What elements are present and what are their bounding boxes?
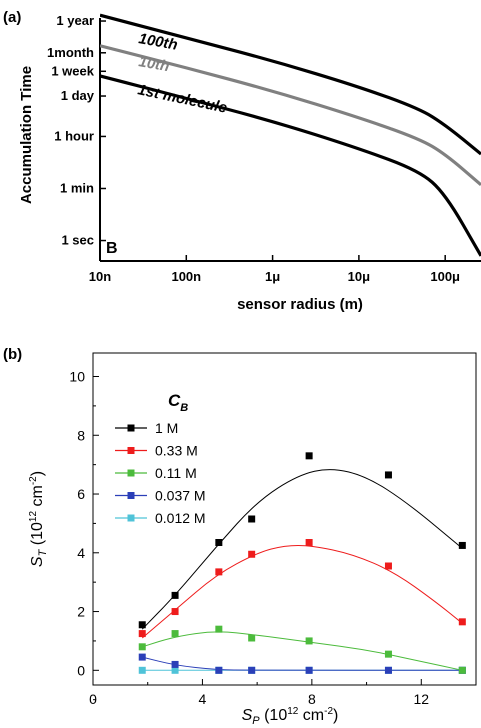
a-y-tick-label-1-week: 1 week bbox=[51, 63, 94, 78]
a-y-tick-label-1-min: 1 min bbox=[60, 180, 94, 195]
panel-b-xlabel: SP (1012 cm-2) bbox=[242, 706, 339, 727]
b-fit-1-m bbox=[141, 469, 463, 630]
b-point-0-11-m-6 bbox=[458, 666, 466, 674]
b-point-0-11-m-0 bbox=[138, 643, 146, 651]
b-x-tick-label-4: 4 bbox=[199, 691, 207, 707]
b-point-0-33-m-0 bbox=[138, 630, 146, 638]
b-point-1-m-4 bbox=[305, 452, 313, 460]
a-x-tick-label-2: 1μ bbox=[265, 269, 280, 284]
a-x-tick-label-1: 100n bbox=[171, 269, 201, 284]
panel-b-legend: 1 M 0.33 M 0.11 M 0.037 M 0.012 M bbox=[115, 420, 206, 526]
panel-a-lines bbox=[100, 13, 481, 257]
b-fit-0-33-m bbox=[141, 544, 463, 639]
legend-marker-0-037-m bbox=[127, 492, 135, 499]
legend-label-1-m: 1 M bbox=[155, 420, 178, 436]
a-y-tick-label-1-year: 1 year bbox=[56, 13, 94, 28]
b-y-tick-label-2: 2 bbox=[77, 604, 85, 620]
legend-marker-1-m bbox=[127, 424, 135, 432]
a-x-tick-label-3: 10μ bbox=[348, 269, 370, 284]
b-x-tick-label-12: 12 bbox=[413, 691, 429, 707]
b-y-tick-label-6: 6 bbox=[77, 486, 85, 502]
panel-a-ylabel: Accumulation Time bbox=[18, 66, 35, 204]
panel-b-frame bbox=[92, 352, 477, 686]
panel-a-inset-label: B bbox=[106, 240, 118, 257]
b-point-0-33-m-5 bbox=[384, 562, 392, 570]
b-point-0-33-m-4 bbox=[305, 539, 313, 547]
a-y-tick-label-1-day: 1 day bbox=[61, 88, 95, 103]
b-y-tick-label-10: 10 bbox=[69, 369, 85, 385]
b-point-0-33-m-6 bbox=[458, 618, 466, 626]
line-label-10th: 10th bbox=[137, 53, 170, 75]
b-point-0-037-m-5 bbox=[384, 666, 392, 674]
b-point-0-11-m-3 bbox=[248, 634, 256, 642]
b-point-0-33-m-3 bbox=[248, 550, 256, 558]
b-point-1-m-3 bbox=[248, 515, 256, 523]
b-point-0-11-m-2 bbox=[215, 625, 223, 633]
b-point-0-037-m-4 bbox=[305, 666, 313, 674]
b-point-0-11-m-4 bbox=[305, 637, 313, 645]
legend-label-0-037-m: 0.037 M bbox=[155, 488, 206, 504]
legend-marker-0-11-m bbox=[127, 469, 135, 477]
b-point-0-33-m-1 bbox=[171, 608, 179, 616]
a-x-tick-label-4: 100μ bbox=[430, 269, 460, 284]
a-series-10th bbox=[100, 44, 481, 187]
a-x-tick-label-0: 10n bbox=[89, 269, 111, 284]
b-point-0-11-m-1 bbox=[171, 630, 179, 638]
a-series-1st-molecule bbox=[100, 74, 481, 257]
legend-label-0-012-m: 0.012 M bbox=[155, 510, 206, 526]
b-point-0-037-m-0 bbox=[138, 653, 146, 661]
legend-marker-0-012-m bbox=[127, 514, 135, 522]
panel-b-ticks: 0 2 4 6 8 10 0 4 8 12 bbox=[69, 369, 477, 707]
b-point-0-33-m-2 bbox=[215, 568, 223, 576]
legend-title: CB bbox=[168, 391, 188, 414]
b-point-0-037-m-3 bbox=[248, 666, 256, 674]
b-fit-0-037-m bbox=[142, 656, 463, 671]
panel-a-x-ticks: 10n 100n 1μ 10μ 100μ bbox=[89, 255, 460, 284]
panel-b-ylabel: ST (1012 cm-2) bbox=[28, 471, 49, 567]
b-y-tick-label-4: 4 bbox=[77, 545, 85, 561]
b-point-1-m-1 bbox=[171, 591, 179, 599]
legend-label-0-33-m: 0.33 M bbox=[155, 443, 198, 459]
b-point-0-012-m-0 bbox=[138, 666, 146, 674]
panel-a-label: (a) bbox=[3, 9, 21, 26]
panel-a-xlabel: sensor radius (m) bbox=[237, 296, 363, 313]
b-point-0-11-m-5 bbox=[384, 650, 392, 658]
legend-marker-0-33-m bbox=[127, 447, 135, 454]
line-label-100th: 100th bbox=[137, 30, 179, 54]
b-point-1-m-5 bbox=[384, 471, 392, 479]
panel-b-label: (b) bbox=[3, 346, 22, 363]
panel-a-y-ticks: 1 year 1month 1 week 1 day 1 hour 1 min 1 sec bbox=[47, 13, 106, 248]
legend-label-0-11-m: 0.11 M bbox=[155, 465, 197, 481]
b-x-tick-label-0: 0 bbox=[89, 691, 97, 707]
b-point-0-037-m-2 bbox=[215, 666, 223, 674]
a-y-tick-label-1-sec: 1 sec bbox=[61, 233, 94, 248]
b-x-tick-label-8: 8 bbox=[308, 691, 316, 707]
b-point-0-012-m-1 bbox=[171, 666, 179, 674]
b-point-0-037-m-1 bbox=[171, 660, 179, 668]
b-fit-0-11-m bbox=[142, 631, 463, 671]
a-y-tick-label-1-hour: 1 hour bbox=[54, 128, 94, 143]
b-point-1-m-0 bbox=[138, 621, 146, 629]
a-y-tick-label-1month: 1month bbox=[47, 45, 94, 60]
b-point-1-m-2 bbox=[215, 539, 223, 547]
b-point-1-m-6 bbox=[458, 541, 466, 549]
b-y-tick-label-0: 0 bbox=[77, 662, 85, 678]
b-y-tick-label-8: 8 bbox=[77, 427, 85, 443]
panel-b-series bbox=[138, 452, 466, 674]
a-series-100th bbox=[100, 13, 481, 156]
line-label-1st-molecule: 1st molecule bbox=[136, 81, 228, 117]
